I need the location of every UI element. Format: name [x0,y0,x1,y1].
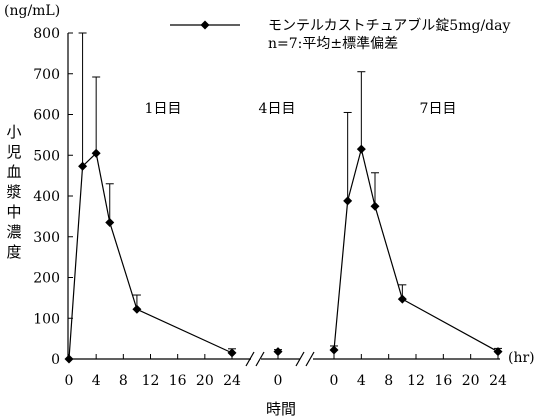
panel-label-day4: 4日目 [259,101,296,117]
data-point [105,217,115,227]
y-axis-title-char: 濃 [6,223,21,241]
x-tick-label: 16 [169,373,187,389]
data-point [397,294,407,304]
y-tick-label: 0 [51,352,60,368]
axis-break-mark [245,351,255,367]
x-tick-label: 20 [462,373,480,389]
x-tick-label: 8 [119,373,128,389]
x-tick-label: 8 [384,373,393,389]
data-point [227,348,237,358]
x-tick-label: 16 [434,373,452,389]
x-tick-label: 0 [65,373,74,389]
series-line [333,148,499,353]
x-tick-label: 20 [196,373,214,389]
data-point [132,304,142,314]
x-tick-label: 12 [407,373,425,389]
x-tick-label: 4 [357,373,366,389]
y-axis-title-char: 小 [6,123,21,141]
y-axis-title-char: 漿 [6,183,21,201]
legend-line2: n=7:平均±標準偏差 [268,36,398,52]
axis-break-mark [255,351,265,367]
panel-label-day1: 1日目 [145,101,182,117]
x-tick-label: 24 [489,373,507,389]
x-tick-label: 12 [142,373,160,389]
data-point [356,144,366,154]
panel-label-day7: 7日目 [420,101,457,117]
x-axis-title: 時間 [266,400,296,418]
y-axis-title-char: 児 [6,143,21,161]
axis-break-mark [305,351,315,367]
y-tick-label: 500 [33,148,60,164]
y-axis-title-char: 度 [6,243,21,261]
data-point [273,347,283,357]
data-point [329,345,339,355]
data-point [78,161,88,171]
y-tick-label: 400 [33,189,60,205]
text-layer: (ng/mL) (hr) 時間 モンテルカストチュアブル錠5mg/day n=7… [4,3,534,418]
data-point [64,354,74,364]
x-tick-label: 0 [330,373,339,389]
y-axis-title-char: 中 [6,203,21,221]
series-line [68,152,233,360]
data-point [343,196,353,206]
data-point [493,347,503,357]
y-tick-label: 300 [33,230,60,246]
axis-break-mark [295,351,305,367]
y-tick-label: 200 [33,271,60,287]
y-tick-label: 800 [33,26,60,42]
data-point [91,148,101,158]
x-tick-label: 24 [223,373,241,389]
x-tick-label: 0 [274,373,283,389]
x-unit-label: (hr) [508,350,534,366]
y-axis-title-char: 血 [6,163,21,181]
legend-marker [200,20,210,30]
y-tick-label: 100 [33,311,60,327]
legend-line1: モンテルカストチュアブル錠5mg/day [268,17,510,34]
x-tick-label: 4 [92,373,101,389]
y-tick-label: 600 [33,108,60,124]
data-point [370,201,380,211]
series-layer [64,32,503,364]
y-unit-label: (ng/mL) [4,3,60,19]
y-tick-label: 700 [33,67,60,83]
axes [67,20,500,367]
